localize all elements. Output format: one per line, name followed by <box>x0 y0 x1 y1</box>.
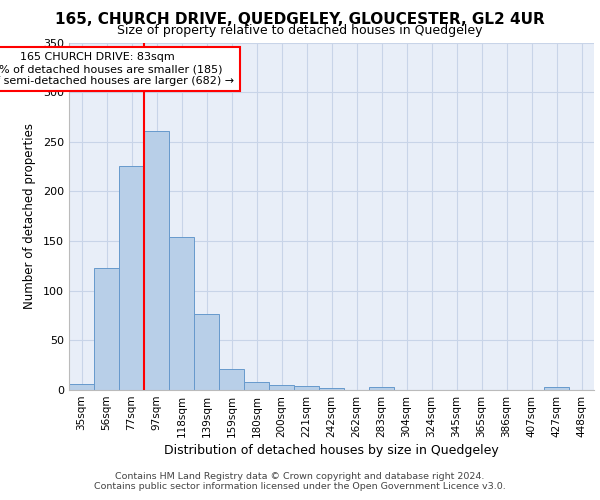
Text: Contains HM Land Registry data © Crown copyright and database right 2024.: Contains HM Land Registry data © Crown c… <box>115 472 485 481</box>
X-axis label: Distribution of detached houses by size in Quedgeley: Distribution of detached houses by size … <box>164 444 499 457</box>
Bar <box>294 386 319 390</box>
Bar <box>169 237 194 390</box>
Bar <box>544 387 569 390</box>
Bar <box>69 384 94 390</box>
Text: 165, CHURCH DRIVE, QUEDGELEY, GLOUCESTER, GL2 4UR: 165, CHURCH DRIVE, QUEDGELEY, GLOUCESTER… <box>55 12 545 28</box>
Text: Size of property relative to detached houses in Quedgeley: Size of property relative to detached ho… <box>117 24 483 37</box>
Bar <box>144 131 169 390</box>
Bar <box>244 382 269 390</box>
Bar <box>219 369 244 390</box>
Y-axis label: Number of detached properties: Number of detached properties <box>23 123 36 309</box>
Text: 165 CHURCH DRIVE: 83sqm
← 21% of detached houses are smaller (185)
78% of semi-d: 165 CHURCH DRIVE: 83sqm ← 21% of detache… <box>0 52 235 86</box>
Bar <box>319 388 344 390</box>
Text: Contains public sector information licensed under the Open Government Licence v3: Contains public sector information licen… <box>94 482 506 491</box>
Bar <box>369 387 394 390</box>
Bar <box>119 166 144 390</box>
Bar <box>94 268 119 390</box>
Bar <box>269 385 294 390</box>
Bar <box>194 314 219 390</box>
